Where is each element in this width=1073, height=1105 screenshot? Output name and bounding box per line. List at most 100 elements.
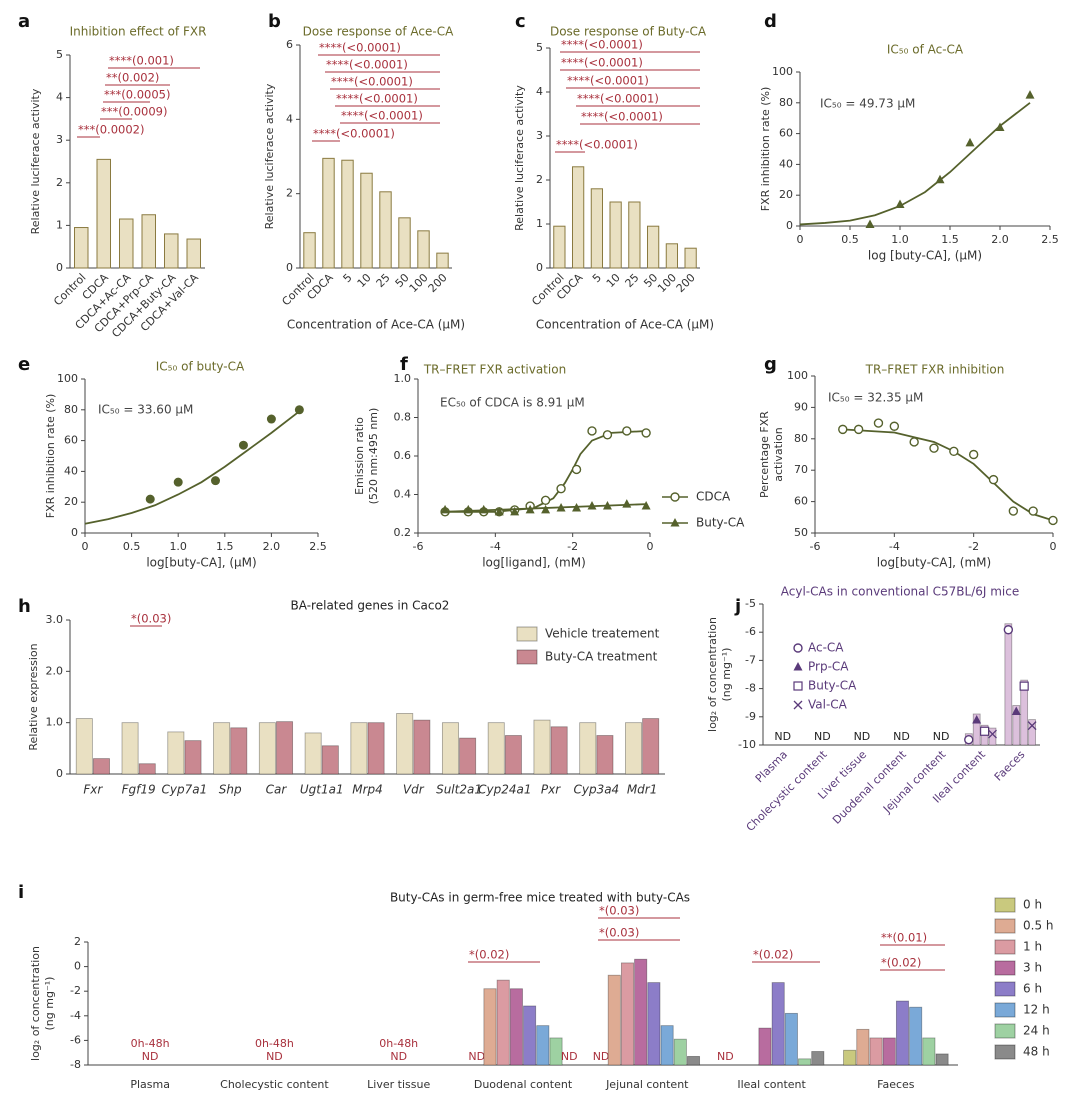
y-tick-label: 2 [536, 173, 543, 186]
x-tick-label: 2.5 [309, 540, 327, 553]
bar [579, 722, 597, 775]
marker [173, 477, 183, 487]
x-tick-label: Ugt1a1 [300, 783, 344, 797]
annotation: IC₅₀ = 49.73 μM [820, 97, 915, 111]
marker [540, 495, 551, 505]
x-tick-label: 0 [1050, 540, 1057, 553]
marker [602, 430, 613, 440]
chart-title: Dose response of Buty-CA [550, 25, 707, 39]
y-axis-label: (ng mg⁻¹) [43, 977, 56, 1031]
marker [793, 681, 803, 691]
chart-title: Buty-CAs in germ-free mice treated with … [390, 891, 690, 905]
x-tick-label: 0 [647, 540, 654, 553]
y-tick-label: 20 [779, 188, 793, 201]
bar [596, 735, 614, 775]
bar [988, 727, 997, 746]
fit-curve [799, 102, 1031, 226]
bar [549, 1037, 563, 1066]
y-tick-label: -8 [70, 1058, 81, 1071]
marker [949, 446, 959, 457]
marker [622, 426, 632, 436]
y-tick-label: 3 [56, 133, 63, 146]
fit-curve [84, 410, 300, 525]
chart-title: BA-related genes in Caco2 [291, 599, 450, 613]
x-tick-label: Vdr [403, 783, 425, 797]
x-axis-label: log[buty-CA], (μM) [146, 556, 256, 570]
bar [553, 225, 566, 269]
x-tick-label: Shp [219, 783, 242, 797]
legend-swatch [516, 649, 538, 665]
significance-label: ****(<0.0001) [581, 110, 663, 124]
x-tick-label: 10 [355, 271, 374, 290]
x-tick-label: Faeces [877, 1078, 915, 1091]
legend-swatch [516, 626, 538, 642]
y-tick-label: 0.8 [394, 411, 412, 424]
bar [909, 1006, 923, 1066]
bar [436, 252, 449, 269]
y-tick-label: -6 [70, 1033, 81, 1046]
legend-label: Val-CA [808, 698, 848, 712]
legend-label: Prp-CA [808, 660, 849, 674]
bar [141, 214, 156, 269]
bar [856, 1028, 870, 1066]
bar [74, 227, 89, 269]
legend-swatch [994, 1044, 1016, 1060]
marker [972, 714, 982, 724]
legend-swatch [994, 960, 1016, 976]
marker [873, 418, 884, 428]
bar [276, 721, 294, 775]
significance-label: ***(0.0005) [104, 88, 170, 102]
marker [463, 504, 473, 514]
x-tick-label: Car [266, 783, 288, 797]
y-tick-label: 100 [772, 65, 793, 78]
significance-label: ***(0.0009) [101, 105, 167, 119]
chart-title: TR–FRET FXR inhibition [865, 363, 1005, 377]
x-tick-label: Mdr1 [627, 783, 658, 797]
marker [1019, 681, 1029, 691]
bar [684, 247, 697, 269]
chart-title: TR–FRET FXR activation [423, 363, 566, 377]
bar [935, 1053, 949, 1066]
x-tick-label: Liver tissue [367, 1078, 430, 1091]
x-tick-label: 1.0 [891, 233, 909, 246]
x-axis-label: log[ligand], (mM) [482, 556, 586, 570]
y-tick-label: -7 [745, 653, 756, 666]
y-tick-label: 1 [56, 218, 63, 231]
y-tick-label: 50 [794, 526, 808, 539]
y-tick-label: 90 [794, 400, 808, 413]
marker [587, 426, 597, 436]
marker [965, 137, 975, 147]
y-tick-label: 60 [779, 127, 793, 140]
y-tick-label: 0.4 [394, 488, 412, 501]
significance-label: ****(<0.0001) [331, 75, 413, 89]
x-tick-label: Cyp7a1 [162, 783, 208, 797]
marker [793, 700, 803, 710]
significance-label: ****(<0.0001) [336, 92, 418, 106]
bar [607, 974, 621, 1066]
y-tick-label: 0 [786, 219, 793, 232]
y-tick-label: 5 [536, 41, 543, 54]
nd-label: ND [854, 730, 871, 743]
bar [496, 979, 510, 1066]
x-tick-label: Duodenal content [474, 1078, 573, 1091]
significance-label: ****(<0.0001) [561, 38, 643, 52]
x-tick-label: 200 [674, 271, 698, 295]
significance-label: *(0.03) [131, 612, 171, 626]
bar [620, 962, 634, 1066]
marker [1011, 706, 1021, 716]
y-tick-label: 80 [779, 96, 793, 109]
marker [964, 735, 974, 745]
x-tick-label: 2.0 [263, 540, 281, 553]
panel-label: a [18, 11, 30, 32]
marker [556, 484, 566, 494]
bar [895, 1000, 909, 1066]
x-tick-label: 200 [426, 271, 450, 295]
x-tick-label: 100 [407, 271, 431, 295]
nd-label: ND [468, 1050, 485, 1063]
marker [145, 494, 155, 504]
y-tick-label: 2 [56, 176, 63, 189]
y-tick-label: 80 [64, 403, 78, 416]
significance-label: ****(<0.0001) [319, 41, 401, 55]
y-tick-label: 2 [286, 187, 293, 200]
y-tick-label: 40 [64, 464, 78, 477]
